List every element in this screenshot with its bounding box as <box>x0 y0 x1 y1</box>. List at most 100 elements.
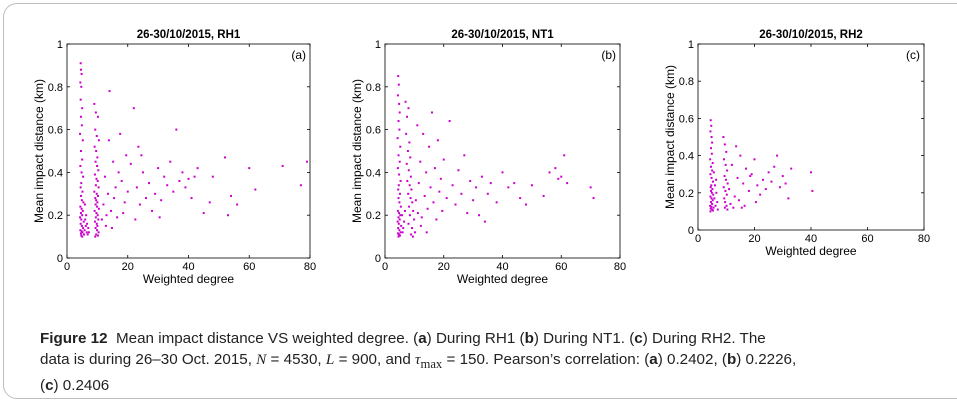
caption-l-val: = 900, and <box>338 351 411 368</box>
data-point <box>405 132 408 135</box>
data-point <box>448 120 451 123</box>
data-point <box>432 201 435 204</box>
data-point <box>397 216 400 219</box>
y-tick-label: 0 <box>688 225 694 237</box>
data-point <box>411 235 414 238</box>
data-point <box>445 197 448 200</box>
data-point <box>172 190 175 193</box>
data-point <box>80 72 83 75</box>
data-point <box>103 175 106 178</box>
x-axis-label: Weighted degree <box>457 272 549 286</box>
data-point <box>87 227 90 230</box>
data-point <box>140 154 143 157</box>
data-point <box>79 115 82 118</box>
data-point <box>428 145 431 148</box>
data-point <box>97 207 100 210</box>
data-point <box>141 171 144 174</box>
figure-label: Figure 12 <box>40 330 108 347</box>
data-point <box>114 186 117 189</box>
data-point <box>709 204 712 207</box>
data-point <box>79 98 82 101</box>
data-point <box>478 214 480 217</box>
scatter-panel-3: 0 20 40 60 80 0 0.2 0.4 0.6 0.8 1 26-30/10/2015, RH… <box>663 29 930 258</box>
data-point <box>753 158 756 161</box>
data-point <box>125 154 128 157</box>
data-point <box>96 224 99 227</box>
data-point <box>398 173 401 176</box>
data-point <box>107 192 110 195</box>
data-point <box>399 231 402 234</box>
data-point <box>548 171 551 174</box>
caption-b-label: b <box>524 330 534 347</box>
data-point <box>413 231 416 234</box>
caption-tau-sub: max <box>420 357 443 372</box>
data-point <box>80 199 83 202</box>
data-point <box>409 156 412 159</box>
data-point <box>740 206 743 209</box>
data-point <box>82 227 85 230</box>
data-point <box>94 227 97 230</box>
data-point <box>97 218 100 221</box>
data-point <box>86 233 89 236</box>
data-point <box>123 201 126 204</box>
data-point <box>80 85 83 88</box>
data-point <box>86 222 89 225</box>
data-points <box>396 75 595 238</box>
data-point <box>711 209 714 212</box>
y-tick-label: 0 <box>375 253 381 265</box>
caption-ra-label: a <box>649 351 658 368</box>
data-point <box>463 154 466 157</box>
data-point <box>790 167 793 170</box>
caption-c-label: c <box>634 330 643 347</box>
data-point <box>416 124 419 127</box>
data-point <box>107 139 110 142</box>
data-point <box>525 203 527 206</box>
caption-tau-var: τ <box>415 351 421 368</box>
data-point <box>95 222 98 225</box>
y-tick-label: 0.6 <box>48 125 63 137</box>
data-point <box>710 205 713 208</box>
data-point <box>416 212 419 215</box>
data-point <box>425 171 428 174</box>
data-point <box>716 208 719 211</box>
data-point <box>408 214 411 217</box>
data-point <box>96 156 99 159</box>
data-point <box>397 154 400 157</box>
data-point <box>93 220 96 223</box>
data-point <box>410 188 413 191</box>
data-point <box>466 212 469 215</box>
data-point <box>710 191 713 194</box>
data-point <box>542 194 545 197</box>
y-axis-label: Mean impact distance (km) <box>350 79 364 223</box>
data-point <box>770 180 773 183</box>
data-point <box>414 199 417 202</box>
data-point <box>93 145 96 148</box>
figure-caption: Figure 12 Mean impact distance VS weight… <box>40 330 797 395</box>
data-point <box>80 171 83 174</box>
panel-label: (b) <box>601 48 616 62</box>
data-point <box>724 178 727 181</box>
data-point <box>408 205 411 208</box>
x-tick-label: 0 <box>695 233 701 245</box>
data-point <box>773 165 776 168</box>
data-point <box>408 184 411 187</box>
y-tick-label: 0.8 <box>48 82 63 94</box>
data-point <box>79 164 82 167</box>
data-point <box>715 191 718 194</box>
data-point <box>711 169 714 172</box>
data-point <box>79 132 82 135</box>
axes-box <box>697 43 925 231</box>
data-point <box>84 218 87 221</box>
data-point <box>230 194 233 197</box>
data-point <box>398 111 401 114</box>
data-point <box>154 192 157 195</box>
data-point <box>441 209 444 212</box>
data-point <box>402 227 405 230</box>
data-point <box>254 188 257 191</box>
scatter-panel-2: 0 20 40 60 80 0 0.2 0.4 0.6 0.8 1 26-30/10/2015, NT… <box>350 29 626 286</box>
data-point <box>81 107 84 110</box>
x-tick-label: 80 <box>918 233 930 245</box>
data-point <box>723 143 726 146</box>
data-point <box>589 186 592 189</box>
data-point <box>411 201 414 204</box>
